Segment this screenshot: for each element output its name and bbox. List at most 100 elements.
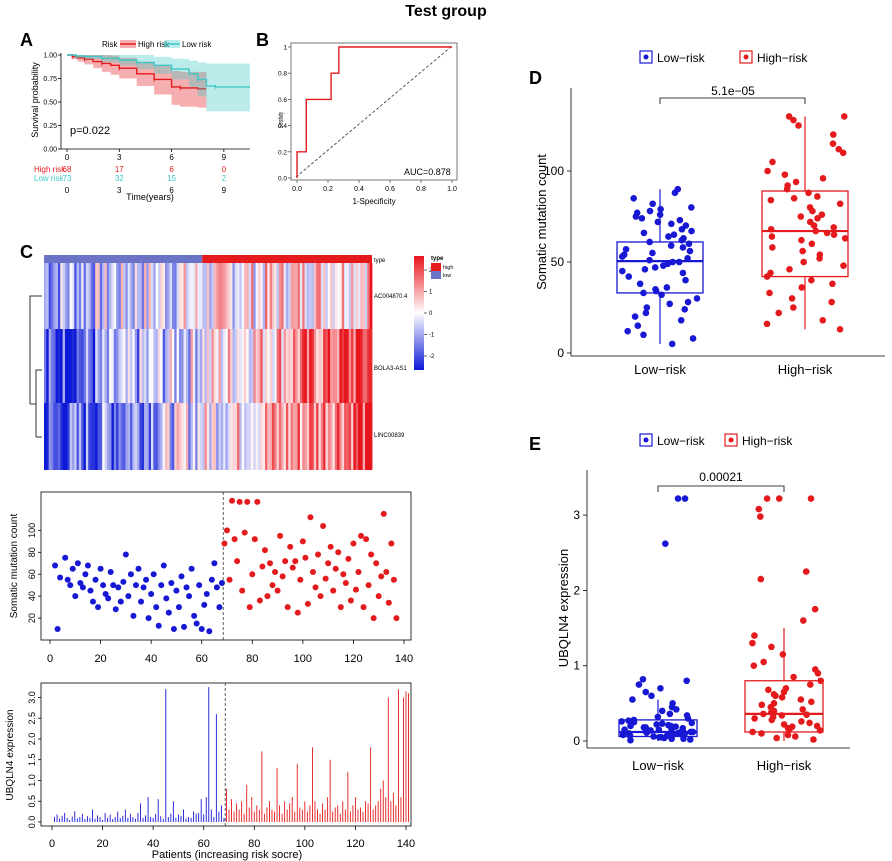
mutation-point-high xyxy=(332,565,339,572)
heatmap-cell xyxy=(278,329,282,403)
heatmap-cell xyxy=(85,263,89,329)
boxplot-point xyxy=(806,218,814,226)
boxplot-point xyxy=(749,639,756,647)
heatmap-cell xyxy=(248,329,252,403)
boxplot-point xyxy=(648,692,655,700)
heatmap-cell xyxy=(271,329,275,403)
boxplot-point xyxy=(643,304,651,311)
boxplot-point xyxy=(803,711,810,718)
boxplot-d-legend: Low−risk High−risk xyxy=(639,50,808,65)
mutation-y-tick-label: 40 xyxy=(27,591,37,601)
heatmap-cell xyxy=(264,329,268,403)
boxplot-point xyxy=(814,215,821,222)
mutation-point-low xyxy=(100,582,107,589)
mutation-point-high xyxy=(355,569,362,576)
heatmap-cell xyxy=(104,263,108,329)
heatmap-cell xyxy=(241,403,245,470)
heatmap-cell xyxy=(318,263,322,329)
heatmap-cell xyxy=(64,329,68,403)
heatmap-cell xyxy=(125,263,129,329)
boxplot-point xyxy=(806,204,814,211)
heatmap-cell xyxy=(283,263,287,329)
heatmap-cell xyxy=(360,263,364,329)
boxplot-point xyxy=(775,309,782,317)
mutation-point-high xyxy=(231,536,238,543)
boxplot-point xyxy=(684,255,691,262)
boxplot-point xyxy=(773,734,780,742)
heatmap-cell xyxy=(209,403,212,470)
boxplot-point xyxy=(788,723,796,730)
heatmap-cell xyxy=(351,329,354,403)
mutation-point-low xyxy=(57,574,64,581)
km-y-tick-label: 0.75 xyxy=(43,76,57,83)
heatmap-cell xyxy=(76,403,80,470)
boxplot-point xyxy=(640,724,648,731)
boxplot-point xyxy=(668,340,676,348)
boxplot-point xyxy=(674,495,682,502)
boxplot-point xyxy=(818,211,826,218)
boxplot-point xyxy=(808,276,815,284)
heatmap-cell xyxy=(353,263,357,329)
heatmap-cell xyxy=(232,263,236,329)
heatmap-cell xyxy=(267,329,271,403)
heatmap-cell xyxy=(139,329,143,403)
boxplot-point xyxy=(688,204,695,211)
heatmap-cell xyxy=(197,329,201,403)
heatmap-cell xyxy=(292,263,296,329)
boxplot-point xyxy=(808,698,815,706)
mutation-point-low xyxy=(196,582,203,589)
heatmap-cell xyxy=(134,263,138,329)
roc-y-tick-label: 1 xyxy=(283,45,287,52)
heatmap-cell xyxy=(53,403,57,470)
boxplot-point xyxy=(658,707,666,715)
heatmap-cell xyxy=(211,329,215,403)
heatmap-cell xyxy=(246,403,250,470)
boxplot-point xyxy=(679,244,687,251)
heatmap-cell xyxy=(278,263,282,329)
heatmap-legend-low-label: low xyxy=(443,273,451,279)
boxplot-point xyxy=(642,688,650,696)
heatmap-cell xyxy=(181,329,184,403)
mutation-point-low xyxy=(158,582,165,589)
heatmap-cell xyxy=(167,329,171,403)
boxplot-point xyxy=(658,720,666,727)
heatmap-cell xyxy=(309,263,312,329)
boxplot-point xyxy=(757,513,764,520)
mutation-point-low xyxy=(201,601,208,608)
boxplot-point xyxy=(750,662,758,669)
heatmap-cell xyxy=(230,263,233,329)
heatmap-cell xyxy=(190,403,194,470)
heatmap-cell xyxy=(151,403,154,470)
heatmap-cell xyxy=(348,403,352,470)
mutation-point-low xyxy=(173,587,180,594)
boxplot-point xyxy=(640,289,647,297)
mutation-point-low xyxy=(143,576,150,583)
heatmap-cell xyxy=(116,329,119,403)
boxplot-point xyxy=(641,265,649,273)
heatmap-cell xyxy=(330,263,333,329)
heatmap-cell xyxy=(197,263,201,329)
mutation-point-low xyxy=(135,565,142,572)
heatmap-cell xyxy=(304,263,308,329)
heatmap-cell xyxy=(237,329,240,403)
panel-label-e: E xyxy=(529,434,541,454)
heatmap-cell xyxy=(188,329,191,403)
mutation-point-high xyxy=(226,576,233,583)
boxplot-point xyxy=(770,700,778,707)
heatmap-cell xyxy=(241,263,245,329)
boxplot-point xyxy=(795,122,802,129)
heatmap-cell xyxy=(365,329,368,403)
mutation-point-low xyxy=(188,565,195,572)
heatmap-cell xyxy=(74,263,77,329)
boxplot-point xyxy=(839,149,847,157)
heatmap-cell xyxy=(283,403,287,470)
mutation-point-low xyxy=(208,576,215,583)
expression-x-tick-label: 140 xyxy=(397,838,415,850)
boxplot-point xyxy=(766,289,773,297)
risk-table-low-label: Low risk xyxy=(34,174,64,183)
boxplot-point xyxy=(638,215,646,222)
expression-x-tick-label: 0 xyxy=(49,838,55,850)
km-y-axis-label: Survival probability xyxy=(30,62,40,138)
risk-table-x-tick-label: 9 xyxy=(222,186,227,195)
mutation-point-high xyxy=(309,569,316,576)
